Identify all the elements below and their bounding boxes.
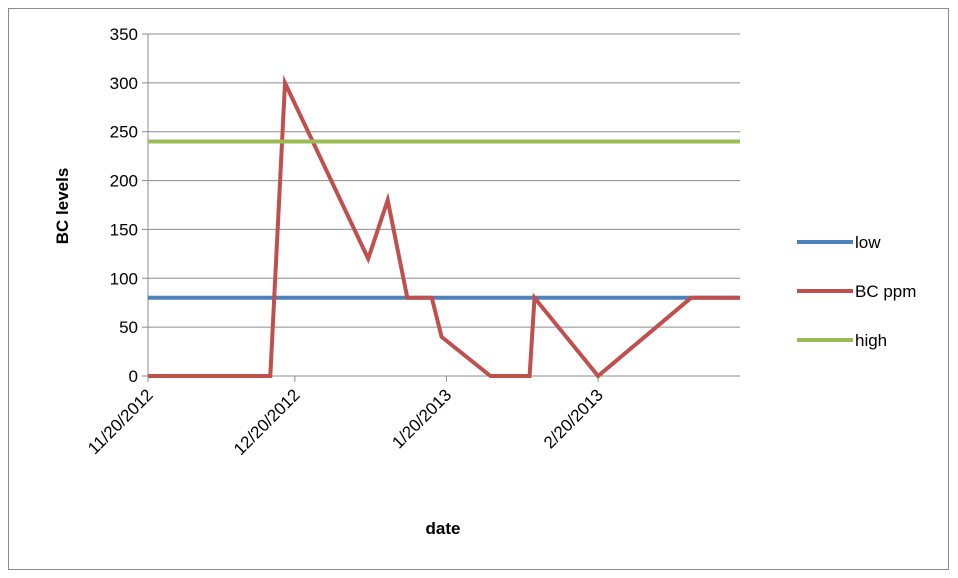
legend: low BC ppm high: [797, 233, 916, 350]
y-tick-label: 100: [110, 269, 138, 288]
x-tick-label: 2/20/2013: [540, 385, 607, 452]
y-tick-label: 250: [110, 123, 138, 142]
y-tick-label: 50: [119, 318, 138, 337]
series-lines: [148, 74, 740, 379]
y-tick-label: 150: [110, 220, 138, 239]
y-tick-label: 0: [129, 367, 138, 386]
x-tick-label: 12/20/2012: [230, 385, 304, 459]
y-tick-label: 300: [110, 74, 138, 93]
y-axis: 0 50 100 150 200 250 300 350: [110, 25, 149, 386]
x-axis-title: date: [426, 519, 461, 538]
x-tick-label: 11/20/2012: [84, 385, 157, 458]
legend-label-high: high: [855, 331, 887, 350]
y-tick-label: 200: [110, 172, 138, 191]
chart-frame: [8, 8, 949, 570]
x-axis: 11/20/2012 12/20/2012 1/20/2013 2/20/2013: [84, 375, 740, 459]
legend-label-low: low: [855, 233, 881, 252]
gridlines: [148, 33, 740, 377]
series-line-bc-ppm: [148, 74, 740, 379]
x-tick-label: 1/20/2013: [388, 385, 455, 452]
y-axis-title: BC levels: [53, 168, 72, 245]
y-tick-label: 350: [110, 25, 138, 44]
legend-label-bc-ppm: BC ppm: [855, 282, 916, 301]
